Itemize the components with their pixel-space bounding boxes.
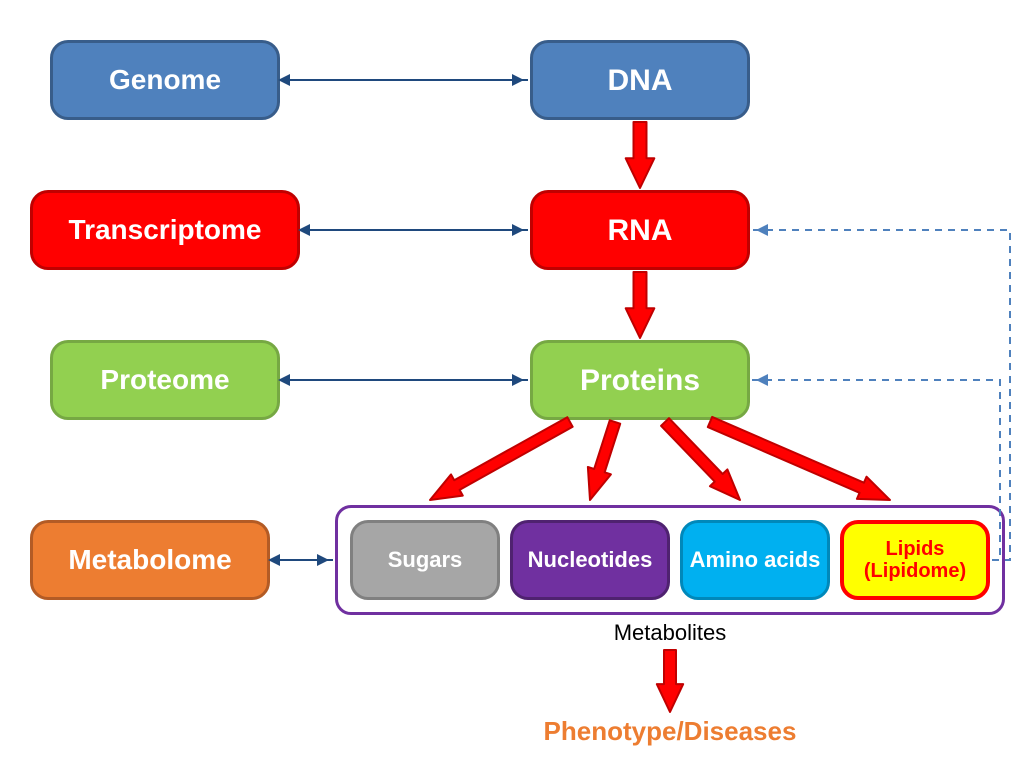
label-sugars: Sugars [388, 548, 463, 572]
label-transcriptome: Transcriptome [69, 215, 262, 246]
box-nucleotides: Nucleotides [510, 520, 670, 600]
label-rna: RNA [608, 214, 673, 247]
label-proteins: Proteins [580, 364, 700, 397]
svg-text:Phenotype/Diseases: Phenotype/Diseases [544, 716, 797, 746]
box-sugars: Sugars [350, 520, 500, 600]
label-proteome: Proteome [100, 365, 229, 396]
box-aminoacids: Amino acids [680, 520, 830, 600]
label-genome: Genome [109, 65, 221, 96]
box-rna: RNA [530, 190, 750, 270]
box-dna: DNA [530, 40, 750, 120]
svg-text:Metabolites: Metabolites [614, 620, 727, 645]
label-dna: DNA [608, 64, 673, 97]
label-aminoacids: Amino acids [690, 548, 821, 572]
box-lipids: Lipids (Lipidome) [840, 520, 990, 600]
label-lipids: Lipids (Lipidome) [844, 538, 986, 582]
box-metabolome: Metabolome [30, 520, 270, 600]
box-genome: Genome [50, 40, 280, 120]
box-transcriptome: Transcriptome [30, 190, 300, 270]
label-metabolome: Metabolome [68, 545, 231, 576]
label-nucleotides: Nucleotides [528, 548, 653, 572]
box-proteome: Proteome [50, 340, 280, 420]
box-proteins: Proteins [530, 340, 750, 420]
